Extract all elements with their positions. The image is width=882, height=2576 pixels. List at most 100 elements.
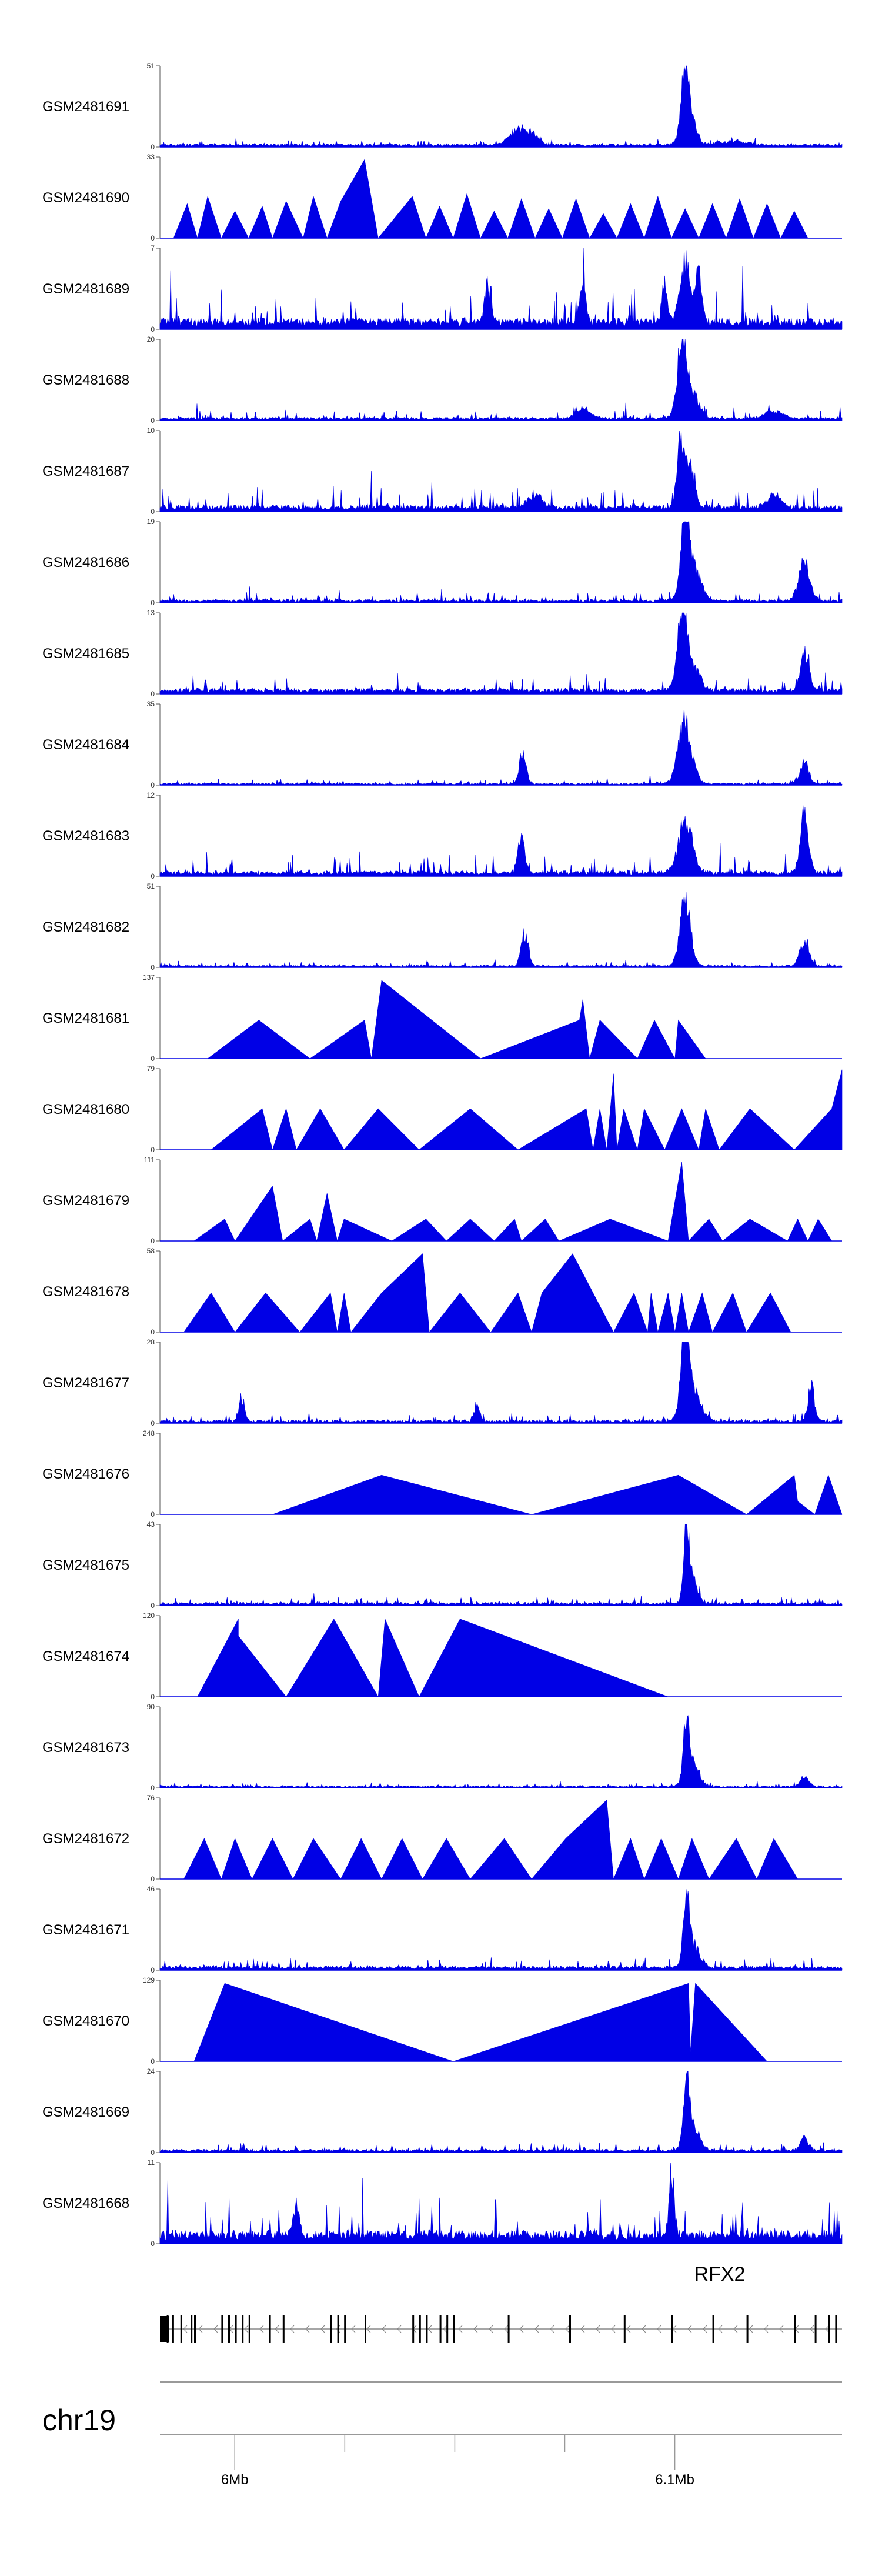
gene-exon [191,2315,193,2343]
track-ymax-label: 28 [147,1338,155,1346]
gene-exon [712,2315,714,2343]
track-sample-label: GSM2481669 [42,2104,129,2120]
track-GSM2481689: GSM2481689 7 0 [42,244,843,333]
gene-exon [828,2315,830,2343]
track-signal-area [159,1524,843,1606]
gene-exon [337,2315,339,2343]
strand-arrow-icon [825,2325,830,2333]
track-sample-label: GSM2481681 [42,1010,129,1026]
strand-arrow-icon [642,2325,646,2333]
track-ymin-label: 0 [151,1693,155,1701]
track-signal-area [159,708,843,786]
gene-exon [507,2315,510,2343]
track-ymin-label: 0 [151,781,155,789]
track-signal-area [159,430,843,512]
track-sample-label: GSM2481685 [42,646,129,662]
gene-exon [221,2315,223,2343]
track-ymin-label: 0 [151,1328,155,1336]
track-ymin-label: 0 [151,1510,155,1519]
track-ymin-label: 0 [151,690,155,698]
track-sample-label: GSM2481688 [42,372,129,388]
track-GSM2481684: GSM2481684 35 0 [42,700,843,789]
track-ymax-label: 33 [147,153,155,161]
strand-arrow-icon [749,2325,753,2333]
track-ymin-label: 0 [151,325,155,333]
track-signal-area [159,2071,843,2153]
gene-exon [180,2315,182,2343]
track-signal-area [159,65,843,148]
gene-exon [794,2315,796,2343]
track-signal-area [193,1983,768,2062]
strand-arrow-icon [703,2325,707,2333]
gene-model-layer: RFX2 [160,2263,842,2343]
strand-arrow-icon [580,2325,585,2333]
strand-arrow-icon [259,2325,264,2333]
track-ymax-label: 10 [147,426,155,435]
track-ymax-label: 12 [147,791,155,799]
track-ymax-label: 76 [147,1794,155,1802]
axis-tick-label: 6Mb [221,2472,249,2488]
track-GSM2481685: GSM2481685 13 0 [42,609,843,698]
gene-exon [746,2315,749,2343]
track-ymax-label: 79 [147,1065,155,1073]
gene-exon [166,2315,169,2343]
strand-arrow-icon [596,2325,600,2333]
track-sample-label: GSM2481680 [42,1102,129,1117]
gene-exon [344,2315,346,2343]
track-signal-area [159,892,843,968]
track-GSM2481690: GSM2481690 33 0 [42,153,842,242]
track-signal-area [159,805,843,877]
strand-arrow-icon [473,2325,478,2333]
strand-arrow-icon [320,2325,325,2333]
track-signal-area [159,248,843,330]
gene-exon [623,2315,626,2343]
gene-name-label: RFX2 [694,2263,746,2285]
strand-arrow-icon [305,2325,310,2333]
track-signal-area [159,1715,843,1788]
track-GSM2481679: GSM2481679 111 0 [42,1156,842,1245]
gene-exon [439,2315,442,2343]
track-sample-label: GSM2481677 [42,1375,129,1391]
track-GSM2481678: GSM2481678 58 0 [42,1247,842,1336]
track-ymin-label: 0 [151,599,155,607]
gene-exon [569,2315,571,2343]
track-signal-area [193,1162,833,1242]
chromosome-label: chr19 [42,2404,116,2437]
track-ymin-label: 0 [151,143,155,151]
track-ymin-label: 0 [151,1784,155,1792]
track-signal-area [272,1474,843,1515]
gene-exon [419,2315,421,2343]
gene-exon [228,2315,230,2343]
strand-arrow-icon [687,2325,692,2333]
strand-arrow-icon [275,2325,279,2333]
strand-arrow-icon [213,2325,218,2333]
strand-arrow-icon [397,2325,402,2333]
strand-arrow-icon [565,2325,570,2333]
track-signal-area [183,1253,825,1333]
track-sample-label: GSM2481678 [42,1284,129,1300]
track-ymin-label: 0 [151,508,155,516]
strand-arrow-icon [489,2325,493,2333]
track-signal-area [207,980,784,1060]
track-signal-area [159,521,843,603]
strand-arrow-icon [290,2325,295,2333]
track-signal-area [159,1888,843,1971]
track-GSM2481676: GSM2481676 248 0 [42,1429,843,1519]
gene-exon [453,2315,455,2343]
strand-arrow-icon [611,2325,616,2333]
track-sample-label: GSM2481675 [42,1557,129,1573]
gene-exon [235,2315,237,2343]
track-GSM2481668: GSM2481668 11 0 [42,2158,843,2248]
track-GSM2481677: GSM2481677 28 0 [42,1338,843,1427]
track-ymin-label: 0 [151,1419,155,1427]
track-signal-area [197,1619,669,1697]
track-ymin-label: 0 [151,872,155,880]
gene-exon [172,2315,174,2343]
track-signal-area [211,1069,843,1151]
track-ymax-label: 120 [143,1611,155,1620]
track-ymin-label: 0 [151,1966,155,1974]
track-GSM2481673: GSM2481673 90 0 [42,1703,843,1792]
strand-arrow-icon [458,2325,463,2333]
track-GSM2481688: GSM2481688 20 0 [42,335,843,425]
